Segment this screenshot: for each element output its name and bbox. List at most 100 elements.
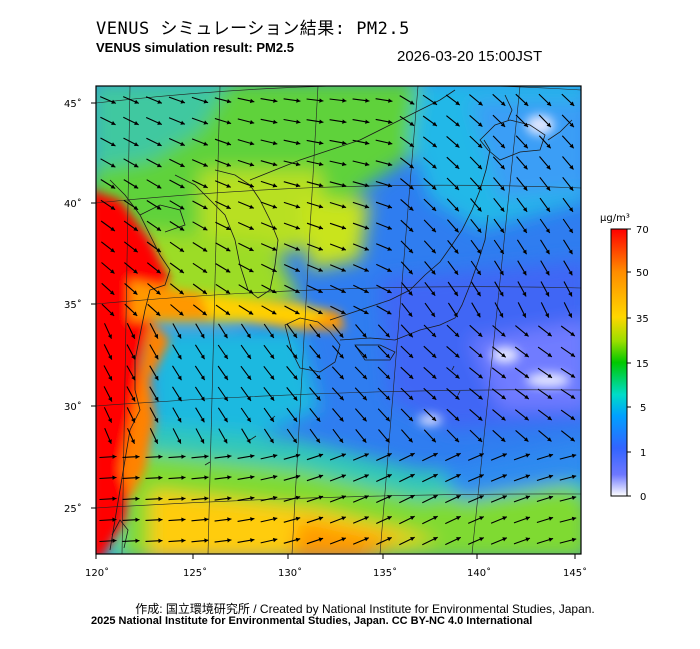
- wind-arrow-head: [524, 394, 529, 399]
- wind-arrow-head: [523, 437, 529, 442]
- wind-arrow-head: [478, 374, 483, 379]
- wind-arrow-head: [156, 290, 161, 295]
- wind-arrow-head: [131, 418, 135, 423]
- wind-arrow-head: [272, 204, 277, 209]
- wind-arrow-head: [134, 99, 139, 104]
- wind-arrow-head: [364, 516, 369, 521]
- wind-arrow-head: [319, 140, 324, 145]
- wind-arrow-head: [202, 311, 207, 316]
- wind-arrow-head: [134, 121, 139, 125]
- wind-arrow-head: [570, 437, 575, 442]
- wind-arrow-head: [548, 453, 554, 458]
- wind-arrow-head: [568, 207, 573, 212]
- wind-arrow-head: [180, 120, 185, 125]
- wind-arrow-head: [112, 538, 117, 543]
- wind-arrow-head: [545, 270, 550, 276]
- colorbar-unit: μg/m³: [600, 213, 630, 224]
- wind-vectors: [99, 93, 577, 546]
- wind-arrow-head: [456, 516, 461, 521]
- wind-arrow-head: [431, 185, 437, 190]
- wind-arrow-head: [431, 248, 436, 254]
- wind-arrow-head: [270, 375, 275, 380]
- wind-arrow-head: [154, 354, 159, 360]
- wind-arrow-head: [365, 140, 370, 146]
- wind-arrow-head: [181, 454, 186, 459]
- wind-arrow-head: [295, 225, 300, 230]
- colorbar-tick-1: 1: [640, 448, 646, 459]
- wind-arrow-head: [318, 161, 324, 167]
- wind-arrow-head: [223, 438, 228, 444]
- wind-arrow-head: [130, 439, 135, 444]
- wind-arrow-head: [226, 120, 232, 125]
- wind-arrow-head: [525, 516, 530, 521]
- lon-label-135: 135˚: [373, 567, 397, 579]
- wind-arrow-head: [318, 310, 323, 314]
- wind-arrow-head: [408, 312, 413, 317]
- wind-arrow-head: [570, 352, 575, 357]
- wind-arrow-head: [477, 143, 483, 148]
- lat-label-40: 40˚: [64, 198, 82, 210]
- wind-arrow-head: [454, 185, 459, 190]
- wind-arrow-head: [431, 227, 436, 233]
- wind-arrow-head: [135, 517, 140, 522]
- wind-arrow-head: [202, 289, 207, 294]
- wind-arrow-head: [433, 516, 438, 520]
- wind-arrow-head: [478, 353, 483, 358]
- wind-arrow-head: [432, 100, 437, 105]
- wind-arrow-head: [523, 101, 529, 106]
- wind-arrow-head: [249, 183, 254, 188]
- wind-arrow-head: [249, 204, 254, 209]
- wind-arrow-head: [341, 537, 346, 542]
- wind-arrow-head: [272, 268, 277, 272]
- map-frame: [95, 85, 582, 555]
- wind-arrow-head: [502, 495, 507, 500]
- wind-arrow-head: [524, 416, 529, 421]
- wind-arrow-head: [133, 205, 139, 210]
- wind-arrow-head: [133, 269, 138, 274]
- wind-arrow-head: [499, 249, 504, 254]
- wind-arrow-head: [318, 537, 324, 542]
- wind-arrow-head: [204, 496, 209, 501]
- wind-arrow-head: [225, 289, 231, 294]
- wind-arrow-head: [226, 183, 231, 188]
- wind-arrow-head: [502, 516, 507, 521]
- wind-arrow-head: [388, 98, 393, 103]
- wind-arrow-head: [547, 394, 552, 399]
- wind-arrow-head: [568, 249, 573, 255]
- wind-arrow-head: [431, 416, 437, 421]
- wind-arrow-head: [477, 228, 482, 233]
- wind-arrow-head: [156, 205, 162, 210]
- wind-arrow-head: [545, 207, 550, 212]
- wind-arrow-head: [547, 415, 552, 421]
- wind-arrow-head: [479, 474, 484, 479]
- credit-line-1: 作成: 国立環境研究所 / Created by National Instit…: [135, 602, 595, 616]
- wind-arrow-head: [365, 98, 370, 103]
- wind-arrow-head: [568, 313, 572, 318]
- wind-arrow-head: [315, 438, 320, 443]
- wind-arrow-head: [501, 353, 506, 358]
- wind-arrow-head: [112, 475, 117, 480]
- wind-arrow-head: [433, 537, 438, 541]
- wind-arrow-head: [339, 438, 344, 443]
- wind-arrow-head: [293, 354, 298, 359]
- wind-arrow-head: [272, 162, 278, 167]
- wind-arrow-head: [431, 332, 436, 337]
- wind-arrow-head: [431, 291, 436, 296]
- wind-arrow-head: [223, 333, 228, 339]
- wind-arrow-head: [295, 183, 301, 188]
- wind-arrow-head: [250, 538, 255, 543]
- wind-arrow-head: [454, 437, 459, 443]
- wind-arrow-head: [179, 290, 184, 295]
- wind-arrow-head: [362, 353, 367, 359]
- wind-arrow-head: [431, 437, 436, 443]
- wind-arrow-head: [500, 164, 505, 170]
- wind-arrow-head: [223, 417, 228, 423]
- wind-arrow-head: [454, 228, 459, 233]
- wind-arrow-head: [342, 119, 347, 124]
- wind-arrow-head: [293, 375, 298, 380]
- colorbar-tick-0: 0: [640, 492, 646, 503]
- wind-arrow-head: [316, 396, 321, 401]
- wind-arrow-head: [569, 101, 575, 106]
- wind-arrow-head: [179, 226, 185, 231]
- wind-arrow-head: [295, 453, 301, 458]
